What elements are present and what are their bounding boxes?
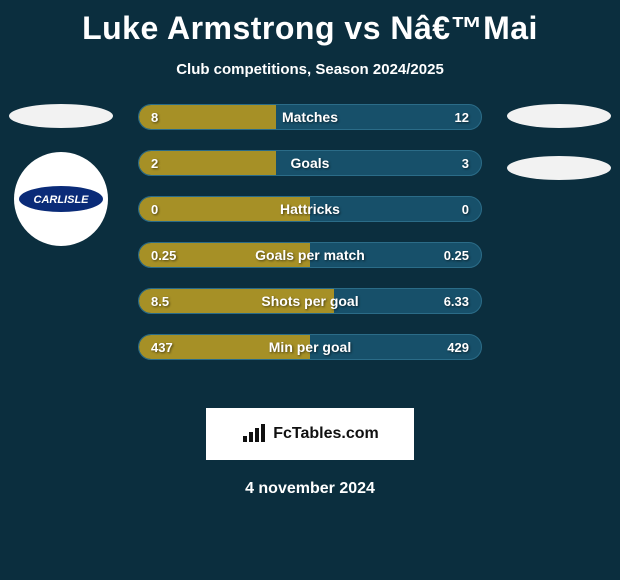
stat-right-value: 6.33 xyxy=(444,289,469,313)
date-text: 4 november 2024 xyxy=(0,480,620,498)
subtitle: Club competitions, Season 2024/2025 xyxy=(0,61,620,78)
carlisle-logo-icon: CARLISLE xyxy=(18,184,104,214)
stat-right-value: 12 xyxy=(455,105,469,129)
stat-bar: 8.5 Shots per goal 6.33 xyxy=(138,288,482,314)
stat-bar-fill xyxy=(139,197,310,221)
club-badge-left-text: CARLISLE xyxy=(34,194,90,206)
player-right-ellipse xyxy=(507,104,611,128)
player-left-ellipse xyxy=(9,104,113,128)
stat-bar: 8 Matches 12 xyxy=(138,104,482,130)
club-badge-left: CARLISLE xyxy=(14,152,108,246)
stat-bar: 2 Goals 3 xyxy=(138,150,482,176)
right-player-column xyxy=(504,104,614,180)
stat-bar: 437 Min per goal 429 xyxy=(138,334,482,360)
stat-right-value: 429 xyxy=(447,335,469,359)
stat-left-value: 437 xyxy=(151,335,173,359)
stat-bar: 0 Hattricks 0 xyxy=(138,196,482,222)
bars-logo-icon xyxy=(241,424,267,444)
stat-bar-fill xyxy=(139,151,276,175)
stat-left-value: 0.25 xyxy=(151,243,176,267)
page-title: Luke Armstrong vs Nâ€™Mai xyxy=(0,0,620,47)
stat-right-value: 3 xyxy=(462,151,469,175)
stat-right-value: 0 xyxy=(462,197,469,221)
stat-bar-fill xyxy=(139,105,276,129)
stat-left-value: 2 xyxy=(151,151,158,175)
comparison-arena: CARLISLE 8 Matches 12 2 Goals 3 0 Hattri… xyxy=(0,104,620,384)
stat-right-value: 0.25 xyxy=(444,243,469,267)
stat-bars: 8 Matches 12 2 Goals 3 0 Hattricks 0 0.2… xyxy=(138,104,482,360)
stat-left-value: 8 xyxy=(151,105,158,129)
footer-brand-badge: FcTables.com xyxy=(206,408,414,460)
stat-bar: 0.25 Goals per match 0.25 xyxy=(138,242,482,268)
footer-brand-text: FcTables.com xyxy=(273,425,379,443)
club-right-ellipse xyxy=(507,156,611,180)
stat-left-value: 8.5 xyxy=(151,289,169,313)
stat-left-value: 0 xyxy=(151,197,158,221)
left-player-column: CARLISLE xyxy=(6,104,116,246)
